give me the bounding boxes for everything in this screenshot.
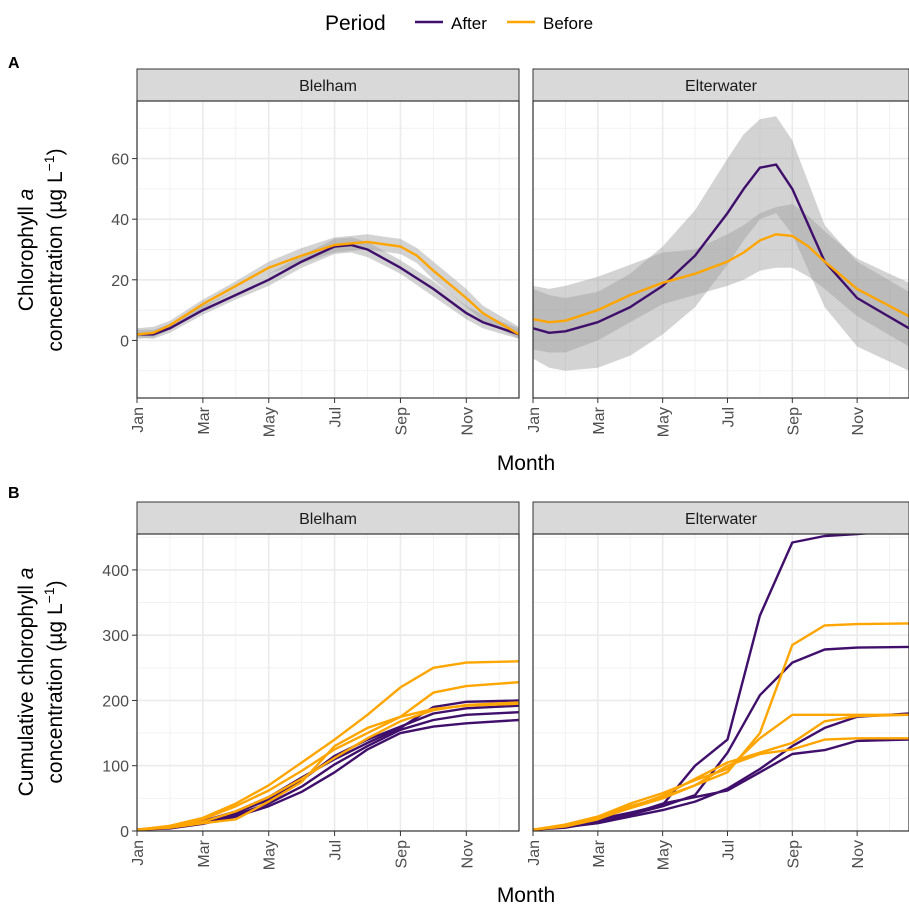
panel-border [532, 533, 909, 832]
facet-strip-label: Elterwater [685, 511, 758, 528]
y-tick-label: 400 [102, 563, 129, 580]
x-tick-label: Sep [393, 840, 410, 869]
y-tick-label: 20 [111, 273, 129, 290]
facet-blelham: Blelham Jan Mar May Jul Sep Nov 0 20 40 60 [111, 68, 520, 437]
gridlines [533, 101, 909, 398]
x-tick-label: May [656, 407, 673, 437]
x-tick-label: Nov [459, 407, 476, 435]
x-tick-label: Jan [130, 407, 147, 433]
series-line-before [137, 240, 519, 336]
series-line-before [137, 660, 519, 831]
x-tick-label: Jul [720, 407, 737, 427]
facet-blelham: Blelham Jan Mar May Jul Sep Nov 0 100 200 300 400 [102, 501, 520, 870]
panel-border [532, 100, 909, 399]
x-axis-title: Month [497, 884, 555, 907]
x-tick-label: Mar [196, 839, 213, 867]
facet-strip [136, 501, 520, 535]
x-tick-label: Mar [591, 839, 608, 867]
facet-strip [136, 68, 520, 102]
panel-background [137, 534, 519, 831]
x-tick-label: Nov [459, 840, 476, 868]
x-tick-label: Sep [785, 840, 802, 869]
x-tick-label: Jul [720, 840, 737, 860]
facet-strip [532, 68, 909, 102]
x-tick-label: Nov [850, 840, 867, 868]
facet-strip [532, 501, 909, 535]
series-line-after [533, 163, 909, 334]
y-tick-label: 0 [120, 824, 129, 841]
x-tick-label: Jul [328, 407, 345, 427]
panel-border [136, 533, 520, 832]
y-axis-title-line2: concentration (µg L−1) [41, 148, 67, 351]
panel-background [533, 534, 909, 831]
facet-strip-label: Elterwater [685, 78, 758, 95]
y-tick-label: 60 [111, 152, 129, 169]
x-axis-title: Month [497, 452, 555, 475]
y-tick-label: 100 [102, 759, 129, 776]
y-tick-label: 300 [102, 628, 129, 645]
gridlines [533, 534, 909, 831]
facet-strip-label: Blelham [299, 78, 357, 95]
series-line-before [137, 702, 519, 831]
confidence-band-after [533, 116, 909, 371]
series-line-before [533, 233, 909, 324]
series-line-before [533, 713, 909, 831]
y-axis-title-line2: concentration (µg L−1) [41, 580, 67, 783]
panel-a: A Chlorophyll a concentration (µg L−1) Mont… [8, 55, 909, 475]
panel-tag: B [8, 485, 20, 502]
legend-label-after: After [451, 14, 487, 33]
legend-label-before: Before [543, 14, 593, 33]
x-tick-label: Nov [850, 407, 867, 435]
x-tick-label: Jan [526, 407, 543, 433]
x-tick-label: Jul [328, 840, 345, 860]
facet-elterwater: Elterwater Jan Mar May Jul Sep Nov [526, 501, 909, 870]
x-tick-label: Mar [591, 406, 608, 434]
x-tick-label: May [262, 407, 279, 437]
x-tick-label: Jan [130, 840, 147, 866]
series-group [137, 234, 519, 339]
y-axis-title-line1: Chlorophyll a [15, 189, 38, 312]
x-tick-label: May [656, 840, 673, 870]
x-tick-label: Mar [196, 406, 213, 434]
legend-title: Period [325, 12, 386, 35]
y-tick-label: 0 [120, 333, 129, 350]
facet-elterwater: Elterwater Jan Mar May Jul Sep Nov [526, 68, 909, 437]
series-group [137, 660, 519, 831]
x-tick-label: Sep [785, 407, 802, 436]
gridlines [137, 101, 519, 398]
gridlines [137, 534, 519, 831]
series-line-after [137, 243, 519, 336]
y-axis-title-line1: Cumulative chlorophyll a [15, 568, 38, 797]
x-tick-label: Sep [393, 407, 410, 436]
y-tick-label: 200 [102, 693, 129, 710]
x-tick-label: May [262, 840, 279, 870]
series-line-before [137, 681, 519, 831]
legend: Period After Before [325, 12, 593, 35]
series-group [533, 116, 909, 371]
series-line-after [533, 738, 909, 831]
y-tick-label: 40 [111, 212, 129, 229]
panel-tag: A [8, 55, 20, 72]
facet-strip-label: Blelham [299, 511, 357, 528]
confidence-band-after [137, 237, 519, 339]
x-tick-label: Jan [526, 840, 543, 866]
series-group [533, 534, 909, 831]
panel-border [136, 100, 520, 399]
